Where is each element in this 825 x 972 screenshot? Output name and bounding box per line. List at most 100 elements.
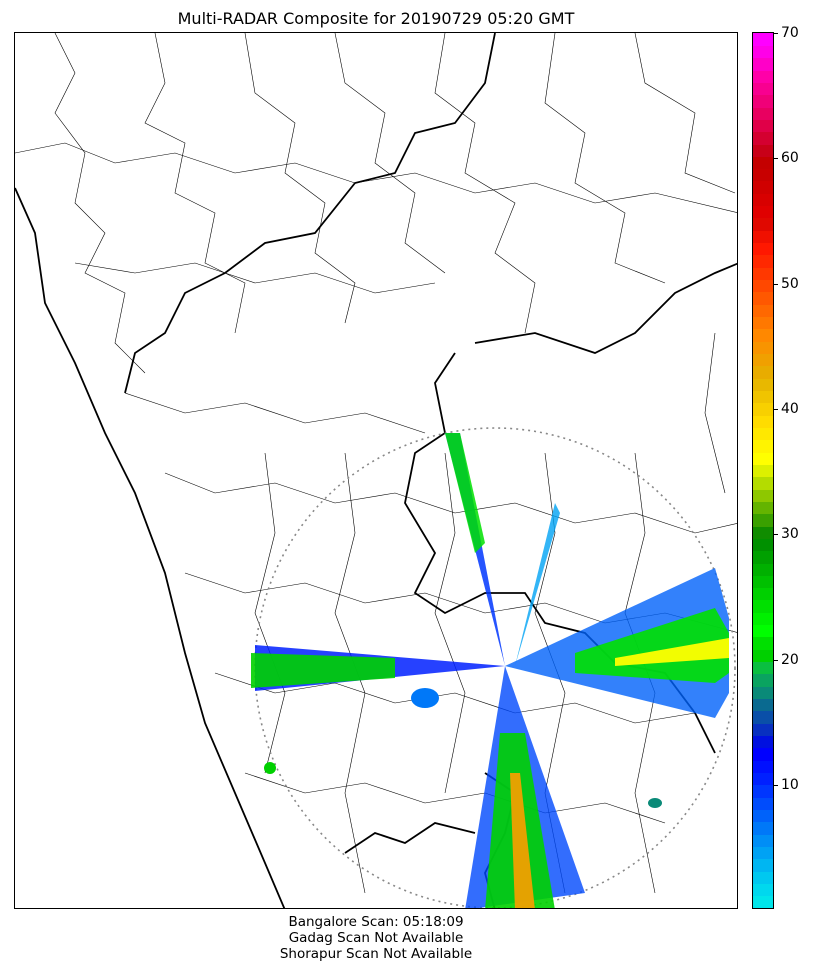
colorbar-segment xyxy=(753,33,773,46)
colorbar-segment xyxy=(753,476,773,490)
colorbar-segment xyxy=(753,488,773,502)
echo-cell xyxy=(264,762,276,774)
colorbar-segment xyxy=(753,858,773,872)
map-title: Multi-RADAR Composite for 20190729 05:20… xyxy=(177,9,575,28)
colorbar-tick xyxy=(774,158,778,159)
colorbar-segment xyxy=(753,562,773,576)
colorbar-segment xyxy=(753,341,773,355)
echo-east-core xyxy=(575,608,729,683)
colorbar-segment xyxy=(753,291,773,305)
colorbar-segment xyxy=(753,649,773,663)
scan-status: Bangalore Scan: 05:18:09 Gadag Scan Not … xyxy=(14,914,738,962)
radar-map xyxy=(14,32,738,909)
colorbar-segment xyxy=(753,304,773,318)
colorbar-segment xyxy=(753,415,773,428)
echo-ne-beam xyxy=(515,503,560,666)
colorbar-tick-label: 60 xyxy=(781,150,799,166)
colorbar-segment xyxy=(753,846,773,860)
echo-cell xyxy=(648,798,662,808)
colorbar-segment xyxy=(753,710,773,724)
colorbar-segment xyxy=(753,106,773,120)
echo-east-peak xyxy=(615,638,729,666)
colorbar-tick xyxy=(774,33,778,34)
colorbar-segment xyxy=(753,686,773,700)
colorbar-segment xyxy=(753,587,773,601)
colorbar-tick xyxy=(774,534,778,535)
colorbar-segment xyxy=(753,661,773,675)
colorbar-segment xyxy=(753,143,773,157)
colorbar-segment xyxy=(753,636,773,650)
colorbar-segment xyxy=(753,69,773,83)
echo-north-core xyxy=(445,433,485,553)
colorbar-segment xyxy=(753,821,773,835)
colorbar-segment xyxy=(753,254,773,268)
scan-status-gadag: Gadag Scan Not Available xyxy=(288,930,464,946)
colorbar-segment xyxy=(753,180,773,194)
colorbar-segment xyxy=(753,390,773,404)
colorbar-segment xyxy=(753,575,773,589)
colorbar-segment xyxy=(753,809,773,823)
colorbar-segment xyxy=(753,525,773,539)
colorbar-segment xyxy=(753,599,773,613)
colorbar-segment xyxy=(753,353,773,367)
scan-status-bangalore: Bangalore Scan: 05:18:09 xyxy=(288,914,464,930)
colorbar-segment xyxy=(753,439,773,453)
colorbar-tick-label: 40 xyxy=(781,401,799,417)
colorbar-segment xyxy=(753,501,773,515)
radar-map-canvas xyxy=(15,33,737,908)
colorbar-segment xyxy=(753,316,773,330)
colorbar-segment xyxy=(753,427,773,441)
colorbar-tick-label: 30 xyxy=(781,526,799,542)
colorbar-segment xyxy=(753,772,773,786)
colorbar-segment xyxy=(753,735,773,749)
colorbar-segment xyxy=(753,883,773,897)
colorbar-segment xyxy=(753,452,773,465)
colorbar-segment xyxy=(753,747,773,761)
colorbar-segment xyxy=(753,230,773,244)
radar-echoes xyxy=(251,433,729,908)
colorbar-segment xyxy=(753,464,773,478)
colorbar-segment xyxy=(753,94,773,108)
colorbar-tick-label: 50 xyxy=(781,276,799,292)
colorbar-tick xyxy=(774,284,778,285)
colorbar-segment xyxy=(753,550,773,564)
scan-status-shorapur: Shorapur Scan Not Available xyxy=(279,946,473,962)
colorbar-segment xyxy=(753,378,773,391)
colorbar-segment xyxy=(753,784,773,798)
colorbar-segment xyxy=(753,760,773,774)
colorbar-segment xyxy=(753,723,773,737)
colorbar-segment xyxy=(753,834,773,847)
colorbar-segment xyxy=(753,328,773,342)
colorbar-tick xyxy=(774,409,778,410)
colorbar-segment xyxy=(753,871,773,884)
radar-range-ring xyxy=(254,427,736,908)
echo-cell xyxy=(411,688,439,708)
colorbar-segment xyxy=(753,797,773,810)
colorbar-segment xyxy=(753,217,773,231)
colorbar-segment xyxy=(753,156,773,170)
colorbar-segment xyxy=(753,242,773,256)
colorbar-segment xyxy=(753,119,773,133)
colorbar-tick xyxy=(774,785,778,786)
colorbar-segment xyxy=(753,205,773,219)
colorbar-segment xyxy=(753,612,773,626)
colorbar-tick xyxy=(774,660,778,661)
colorbar-segment xyxy=(753,82,773,96)
colorbar-segment xyxy=(753,365,773,379)
colorbar-segment xyxy=(753,57,773,71)
colorbar-segment xyxy=(753,895,773,908)
echo-west-core xyxy=(251,653,395,688)
district-boundaries xyxy=(15,33,737,894)
colorbar-segment xyxy=(753,624,773,638)
echo-south-peak xyxy=(510,773,535,908)
colorbar-segment xyxy=(753,402,773,416)
colorbar-segment xyxy=(753,193,773,207)
colorbar-segment xyxy=(753,513,773,527)
colorbar-tick-label: 20 xyxy=(781,652,799,668)
colorbar-segment xyxy=(753,131,773,145)
colorbar-tick-label: 10 xyxy=(781,777,799,793)
colorbar-segment xyxy=(753,538,773,552)
colorbar-segment xyxy=(753,267,773,281)
colorbar-segment xyxy=(753,279,773,293)
colorbar-segment xyxy=(753,673,773,687)
